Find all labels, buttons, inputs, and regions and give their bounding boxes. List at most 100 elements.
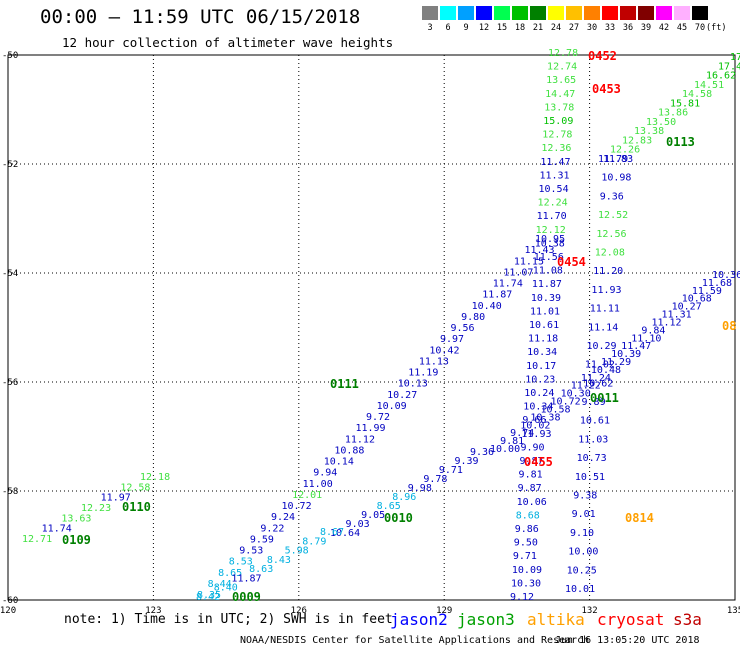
satellite-altika: altika bbox=[527, 610, 585, 629]
swh-value: 9.87 bbox=[518, 483, 542, 494]
pass-label: 0109 bbox=[62, 533, 91, 547]
swh-value: 9.71 bbox=[439, 465, 463, 476]
swh-value: 10.27 bbox=[672, 302, 702, 313]
swh-value: 14.51 bbox=[694, 80, 724, 91]
legend-swatch bbox=[458, 6, 474, 20]
lat-label: -52 bbox=[2, 160, 18, 170]
legend-swatch bbox=[602, 6, 618, 20]
swh-value: 9.84 bbox=[641, 325, 665, 336]
swh-value: 17.49 bbox=[718, 61, 740, 72]
swh-value: 8.96 bbox=[392, 492, 416, 503]
swh-value: 12.71 bbox=[22, 534, 52, 545]
swh-value: 12.24 bbox=[538, 198, 568, 209]
swh-value: 8.43 bbox=[267, 555, 291, 566]
swh-value: 11.01 bbox=[530, 306, 560, 317]
swh-value: 8.53 bbox=[229, 557, 253, 568]
satellite-cryosat: cryosat bbox=[597, 610, 665, 629]
swh-value: 14.47 bbox=[545, 89, 575, 100]
map-subtitle: 12 hour collection of altimeter wave hei… bbox=[62, 35, 394, 50]
legend-label: 36 bbox=[622, 23, 634, 33]
swh-value: 11.02 bbox=[585, 360, 615, 371]
swh-value: 9.98 bbox=[408, 483, 432, 494]
swh-value: 12.83 bbox=[622, 135, 652, 146]
swh-value: 9.89 bbox=[582, 397, 606, 408]
swh-value: 10.72 bbox=[551, 397, 581, 408]
legend-swatch bbox=[584, 6, 600, 20]
swh-value: 9.81 bbox=[519, 470, 543, 481]
swh-value: 16.62 bbox=[706, 71, 736, 82]
lon-label: 126 bbox=[291, 606, 307, 616]
swh-value: 11.31 bbox=[539, 170, 569, 181]
swh-value: 9.78 bbox=[423, 474, 447, 485]
swh-value: 10.13 bbox=[398, 379, 428, 390]
swh-value: 10.88 bbox=[334, 445, 364, 456]
legend-unit: (ft) bbox=[706, 23, 727, 33]
swh-value: 15.81 bbox=[670, 98, 700, 109]
swh-value: 9.80 bbox=[461, 312, 485, 323]
swh-value: 11.83 bbox=[603, 154, 633, 165]
swh-value: 10.09 bbox=[512, 565, 542, 576]
swh-value: 9.56 bbox=[451, 323, 475, 334]
satellite-s3a: s3a bbox=[673, 610, 702, 629]
satellite-jason3: jason3 bbox=[457, 610, 515, 629]
lat-label: -50 bbox=[2, 51, 18, 61]
legend-swatch bbox=[656, 6, 672, 20]
legend-swatch bbox=[638, 6, 654, 20]
swh-value: 10.27 bbox=[387, 390, 417, 401]
swh-value: 10.61 bbox=[529, 320, 559, 331]
swh-value: 9.38 bbox=[573, 491, 597, 502]
legend-label: 6 bbox=[445, 23, 451, 33]
swh-value: 9.59 bbox=[250, 534, 274, 545]
swh-value: 11.31 bbox=[662, 310, 692, 321]
swh-value: 11.07 bbox=[503, 267, 533, 278]
lon-label: 135 bbox=[727, 606, 740, 616]
pass-label: 0009 bbox=[232, 590, 261, 604]
swh-value: 11.74 bbox=[42, 524, 72, 535]
swh-value: 12.36 bbox=[541, 143, 571, 154]
swh-value: 9.74 bbox=[510, 428, 534, 439]
swh-value: 12.08 bbox=[595, 247, 625, 258]
swh-value: 12.26 bbox=[610, 145, 640, 156]
credit-text: NOAA/NESDIS Center for Satellite Applica… bbox=[240, 635, 590, 646]
legend-label: 39 bbox=[640, 23, 652, 33]
legend-swatch bbox=[530, 6, 546, 20]
swh-value: 9.12 bbox=[510, 592, 534, 603]
legend-label: 18 bbox=[514, 23, 526, 33]
swh-value: 11.43 bbox=[524, 245, 554, 256]
swh-value: 11.12 bbox=[651, 317, 681, 328]
swh-value: 12.78 bbox=[548, 48, 578, 59]
lat-label: -60 bbox=[2, 596, 18, 606]
legend-swatch bbox=[674, 6, 690, 20]
pass-label: 0814 bbox=[625, 511, 654, 525]
swh-value: 9.90 bbox=[520, 442, 544, 453]
swh-value: 8.68 bbox=[516, 510, 540, 521]
swh-value: 9.36 bbox=[470, 447, 494, 458]
swh-value: 10.01 bbox=[565, 584, 595, 595]
swh-value: 12.01 bbox=[292, 490, 322, 501]
swh-value: 9.97 bbox=[440, 334, 464, 345]
swh-value: 11.99 bbox=[355, 423, 385, 434]
swh-value: 10.98 bbox=[601, 173, 631, 184]
swh-value: 9.05 bbox=[361, 510, 385, 521]
swh-value: 10.23 bbox=[525, 374, 555, 385]
pass-label: 0453 bbox=[592, 82, 621, 96]
lat-label: -56 bbox=[2, 378, 18, 388]
lat-label: -58 bbox=[2, 487, 18, 497]
swh-value: 11.10 bbox=[631, 333, 661, 344]
swh-value: 9.86 bbox=[515, 524, 539, 535]
swh-value: 9.72 bbox=[366, 412, 390, 423]
swh-value: 11.47 bbox=[540, 157, 570, 168]
swh-value: 10.51 bbox=[575, 472, 605, 483]
legend-label: 12 bbox=[478, 23, 490, 33]
legend-swatch bbox=[620, 6, 636, 20]
satellite-jason2: jason2 bbox=[390, 610, 448, 629]
map-frame bbox=[7, 54, 736, 601]
swh-value: 10.34 bbox=[523, 402, 553, 413]
swh-value: 8.40 bbox=[214, 583, 238, 594]
legend-label: 24 bbox=[550, 23, 562, 33]
swh-value: 10.68 bbox=[682, 294, 712, 305]
swh-value: 10.34 bbox=[527, 347, 557, 358]
swh-value: 9.39 bbox=[454, 456, 478, 467]
swh-value: 10.40 bbox=[472, 301, 502, 312]
swh-value: 12.74 bbox=[547, 62, 577, 73]
